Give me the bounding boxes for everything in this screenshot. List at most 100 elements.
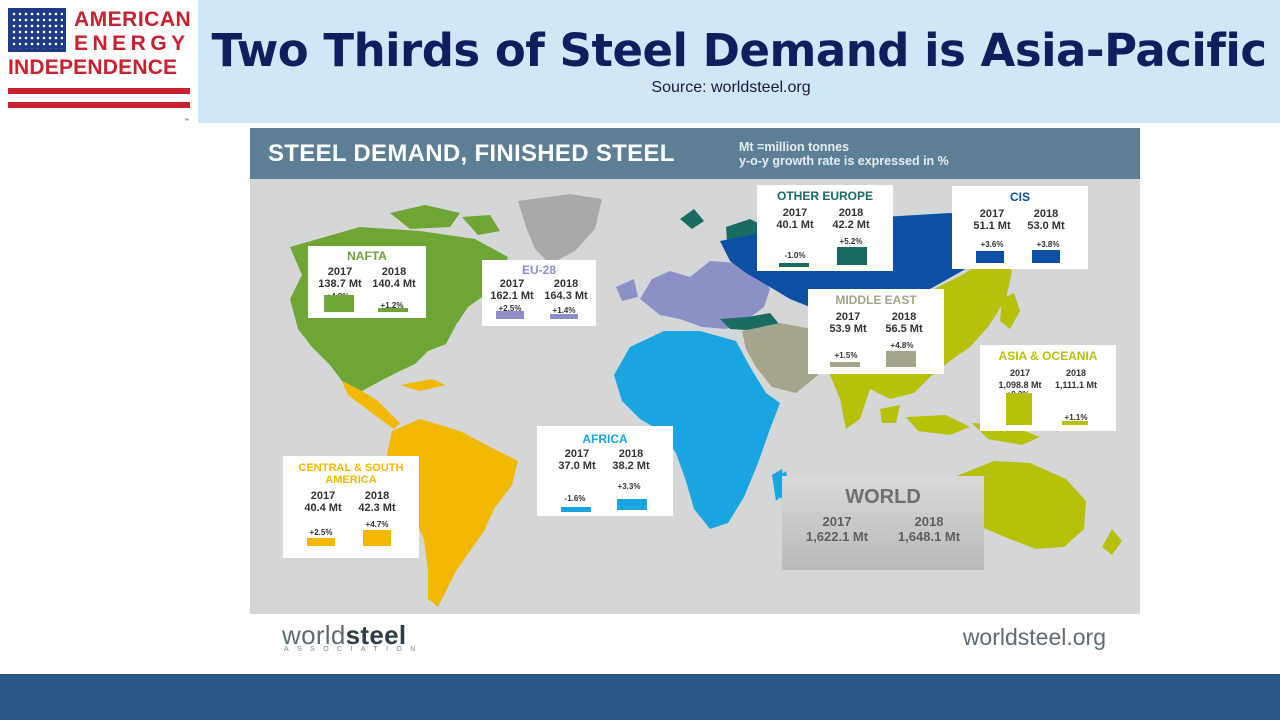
africa-growth-2017: -1.6% bbox=[564, 494, 586, 503]
cis-growth-2018: +3.8% bbox=[1036, 240, 1060, 249]
csa-name-line-2: AMERICA bbox=[325, 474, 377, 486]
logo-line-1: AMERICAN bbox=[74, 8, 192, 31]
cis-name: CIS bbox=[1009, 190, 1030, 204]
eu28-2017: 2017 162.1 Mt bbox=[490, 278, 534, 302]
africa-2017: 2017 37.0 Mt bbox=[558, 448, 596, 472]
logo-stripe bbox=[8, 102, 190, 108]
nafta-bar-2017 bbox=[324, 295, 354, 312]
logo-stripe bbox=[8, 88, 190, 94]
cis-growth-2017: +3.6% bbox=[980, 240, 1004, 249]
csa-card[interactable]: CENTRAL & SOUTH AMERICA 2017 40.4 Mt 2018… bbox=[283, 456, 419, 558]
flag-icon bbox=[8, 8, 66, 52]
csa-growth-2018: +4.7% bbox=[365, 520, 389, 529]
eu28-bar-2018 bbox=[550, 314, 578, 319]
africa-bar-2018 bbox=[617, 498, 647, 510]
asia-oceania-bar-2017 bbox=[1006, 393, 1032, 425]
csa-growth-2017: +2.5% bbox=[309, 528, 333, 537]
japan-shape bbox=[1000, 293, 1020, 329]
cis-2017: 2017 51.1 Mt bbox=[973, 208, 1011, 232]
australia-shape bbox=[950, 461, 1086, 549]
header-band bbox=[198, 0, 1280, 123]
nafta-name: NAFTA bbox=[347, 249, 387, 263]
eu28-2018: 2018 164.3 Mt bbox=[544, 278, 588, 302]
unit-note: Mt =million tonnes bbox=[739, 140, 850, 154]
csa-2017: 2017 40.4 Mt bbox=[304, 490, 342, 514]
africa-2018: 2018 38.2 Mt bbox=[612, 448, 650, 472]
nafta-bar-2018 bbox=[378, 307, 408, 312]
eu28-growth-2018: +1.4% bbox=[552, 306, 576, 315]
africa-name: AFRICA bbox=[582, 432, 628, 446]
middle-east-2017: 2017 53.9 Mt bbox=[829, 311, 867, 335]
cis-2018: 2018 53.0 Mt bbox=[1027, 208, 1065, 232]
asia-oceania-growth-2018: +1.1% bbox=[1064, 413, 1088, 422]
cis-card[interactable]: CIS 2017 51.1 Mt 2018 53.0 Mt +3.6% +3.8% bbox=[952, 186, 1088, 269]
source-note: Source: worldsteel.org bbox=[651, 79, 811, 96]
middle-east-2018: 2018 56.5 Mt bbox=[885, 311, 923, 335]
worldsteel-url[interactable]: worldsteel.org bbox=[962, 624, 1106, 650]
csa-bar-2018 bbox=[363, 530, 391, 546]
greenland-shape bbox=[518, 194, 602, 264]
nafta-growth-2018: +1.2% bbox=[380, 301, 404, 310]
other-europe-card[interactable]: OTHER EUROPE 2017 40.1 Mt 2018 42.2 Mt -1.… bbox=[757, 185, 893, 271]
middle-east-bar-2018 bbox=[886, 350, 916, 367]
africa-bar-2017 bbox=[561, 506, 591, 512]
nafta-2017: 2017 138.7 Mt bbox=[318, 266, 362, 290]
logo-line-3: INDEPENDENCE bbox=[8, 56, 178, 79]
eu28-bar-2017 bbox=[496, 310, 524, 319]
central-america-shape bbox=[342, 379, 446, 429]
nafta-islands bbox=[390, 205, 500, 235]
panel-note: Mt =million tonnes y-o-y growth rate is … bbox=[739, 140, 949, 168]
image-footer: worldsteel ASSOCIATION worldsteel.org bbox=[250, 614, 1140, 660]
other-europe-2017: 2017 40.1 Mt bbox=[776, 207, 814, 231]
eu28-shape bbox=[616, 261, 770, 329]
panel-header: STEEL DEMAND, FINISHED STEEL Mt =million… bbox=[250, 128, 1140, 179]
cis-bar-2018 bbox=[1032, 250, 1060, 263]
bottom-bar bbox=[0, 674, 1280, 720]
other-europe-name: OTHER EUROPE bbox=[776, 189, 873, 203]
se-asia-islands bbox=[880, 405, 1040, 445]
other-europe-growth-2018: +5.2% bbox=[839, 237, 863, 246]
asia-oceania-2018: 2018 1,111.1 Mt bbox=[1054, 368, 1098, 390]
logo[interactable]: AMERICAN ENERGY INDEPENDENCE ™ bbox=[8, 8, 192, 124]
asia-oceania-name: ASIA & OCEANIA bbox=[998, 349, 1098, 363]
asia-oceania-bar-2018 bbox=[1062, 421, 1088, 425]
nz-shape bbox=[1102, 529, 1122, 555]
nafta-2018: 2018 140.4 Mt bbox=[372, 266, 416, 290]
page-title: Two Thirds of Steel Demand is Asia-Pacif… bbox=[211, 24, 1267, 77]
panel-title: STEEL DEMAND, FINISHED STEEL bbox=[268, 140, 675, 167]
growth-note: y-o-y growth rate is expressed in % bbox=[739, 154, 949, 168]
trademark: ™ bbox=[184, 118, 189, 124]
africa-shape bbox=[614, 331, 790, 529]
asia-oceania-card[interactable]: ASIA & OCEANIA 2017 1,098.8 Mt 2018 1,111.… bbox=[980, 345, 1116, 431]
world-total-box[interactable]: WORLD 2017 1,622.1 Mt 2018 1,648.1 Mt bbox=[782, 476, 984, 570]
world-name: WORLD bbox=[845, 486, 921, 508]
other-europe-bar-2018 bbox=[837, 247, 867, 265]
worldsteel-logo[interactable]: worldsteel bbox=[282, 620, 407, 650]
logo-line-2: ENERGY bbox=[74, 32, 190, 55]
africa-card[interactable]: AFRICA 2017 37.0 Mt 2018 38.2 Mt -1.6% +3.… bbox=[537, 426, 673, 516]
africa-growth-2018: +3.3% bbox=[617, 482, 641, 491]
cis-bar-2017 bbox=[976, 250, 1004, 263]
middle-east-shape bbox=[742, 323, 828, 393]
csa-2018: 2018 42.3 Mt bbox=[358, 490, 396, 514]
world-2017: 2017 1,622.1 Mt bbox=[805, 514, 869, 544]
middle-east-card[interactable]: MIDDLE EAST 2017 53.9 Mt 2018 56.5 Mt +1.5… bbox=[808, 289, 944, 374]
header: AMERICAN ENERGY INDEPENDENCE ™ Two Third… bbox=[0, 0, 1280, 124]
eu28-growth-2017: +2.5% bbox=[498, 304, 522, 313]
middle-east-name: MIDDLE EAST bbox=[835, 293, 917, 307]
other-europe-bar-2017 bbox=[779, 263, 809, 267]
middle-east-growth-2018: +4.8% bbox=[890, 341, 914, 350]
middle-east-bar-2017 bbox=[830, 361, 860, 367]
other-europe-2018: 2018 42.2 Mt bbox=[832, 207, 870, 231]
map-panel: STEEL DEMAND, FINISHED STEEL Mt =million… bbox=[250, 128, 1140, 614]
eu28-card[interactable]: EU-28 2017 162.1 Mt 2018 164.3 Mt +2.5% +1… bbox=[482, 260, 596, 326]
south-america-shape bbox=[386, 419, 518, 607]
csa-name-line-1: CENTRAL & SOUTH bbox=[298, 462, 404, 474]
worldsteel-association: ASSOCIATION bbox=[284, 646, 424, 653]
asia-oceania-2017: 2017 1,098.8 Mt bbox=[998, 368, 1042, 390]
csa-bar-2017 bbox=[307, 537, 335, 546]
world-2018: 2018 1,648.1 Mt bbox=[897, 514, 961, 544]
eu28-name: EU-28 bbox=[521, 263, 556, 277]
